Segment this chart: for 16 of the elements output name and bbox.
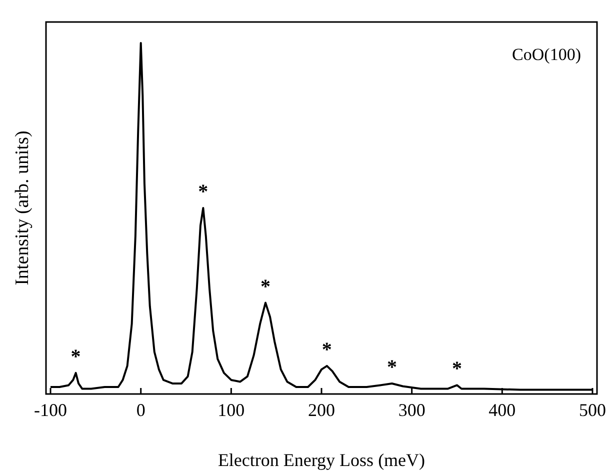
annotation: * (452, 358, 462, 380)
x-tick-label: -100 (34, 400, 68, 420)
x-axis-title: Electron Energy Loss (meV) (218, 450, 426, 470)
x-tick-label: 400 (488, 400, 516, 420)
annotation: CoO(100) (512, 45, 581, 64)
annotation: * (322, 338, 332, 361)
x-tick-label: 500 (578, 400, 606, 420)
annotation: * (70, 346, 81, 368)
annotation: * (386, 356, 397, 378)
y-axis-title: Intensity (arb. units) (12, 130, 33, 286)
x-tick-label: 0 (136, 400, 146, 420)
x-tick-label: 100 (218, 400, 245, 420)
x-tick-label: 300 (398, 400, 426, 420)
x-tick-label: 200 (308, 400, 335, 420)
annotation: * (198, 181, 208, 203)
annotation: * (260, 276, 270, 298)
